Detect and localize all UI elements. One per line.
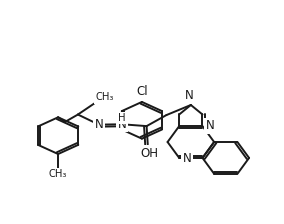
Text: OH: OH [140,147,158,160]
Text: Cl: Cl [136,85,148,98]
Text: N: N [118,118,127,131]
Text: N: N [206,119,215,132]
Text: N: N [185,89,194,102]
Text: CH₃: CH₃ [49,169,67,179]
Text: N: N [95,118,103,131]
Text: N: N [183,152,191,165]
Text: H: H [118,113,126,123]
Text: CH₃: CH₃ [96,92,114,102]
